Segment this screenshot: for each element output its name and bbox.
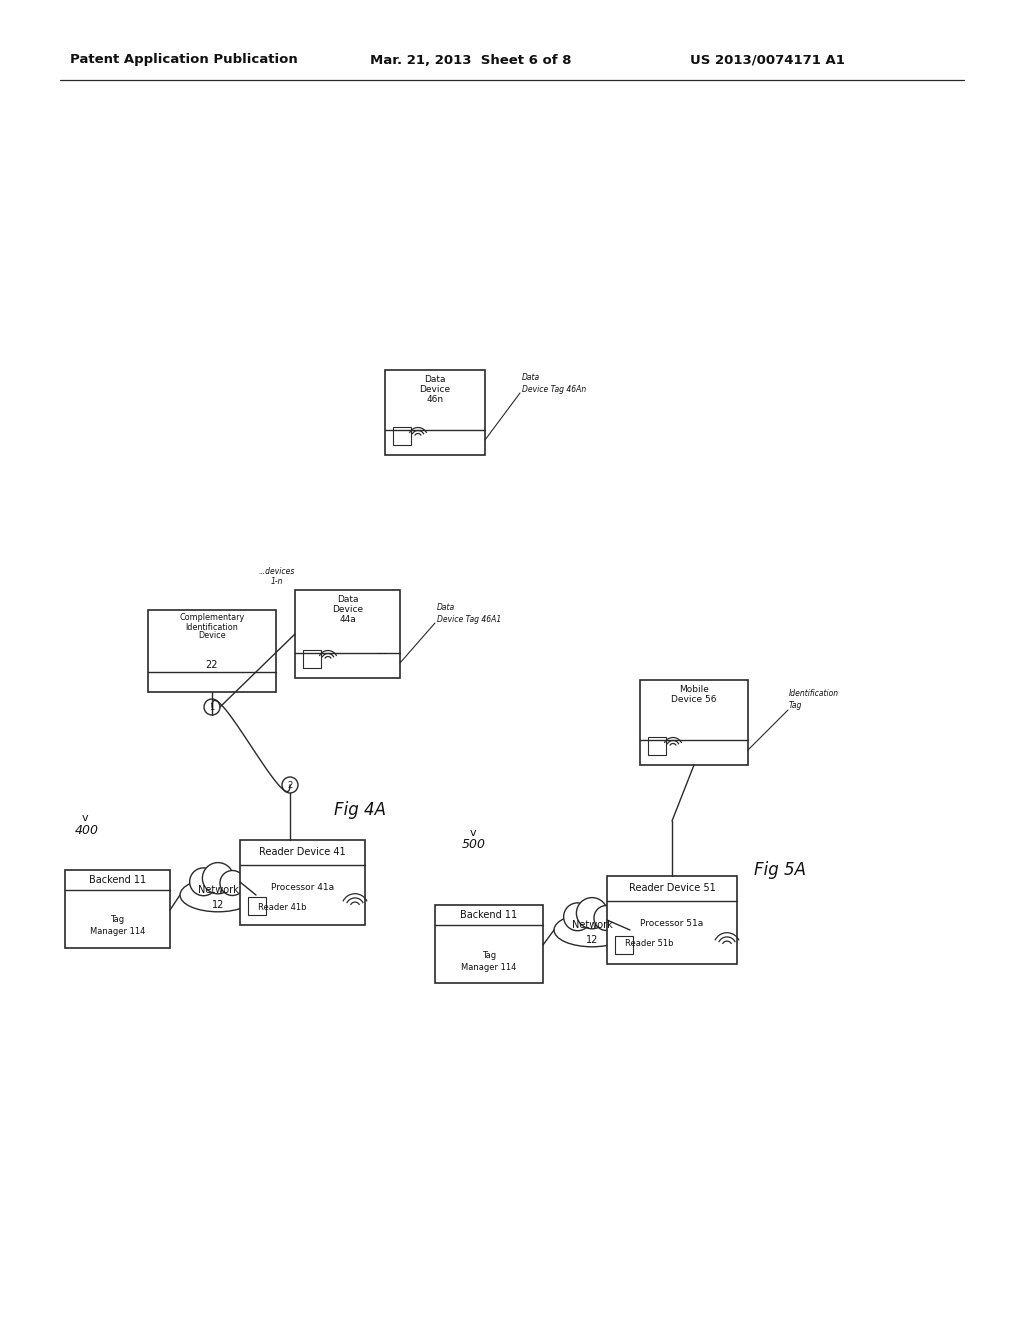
Text: Complementary: Complementary xyxy=(179,614,245,623)
Circle shape xyxy=(189,867,217,896)
Text: 22: 22 xyxy=(206,660,218,671)
Bar xyxy=(607,876,737,964)
Circle shape xyxy=(577,898,607,929)
Text: Device Tag 46A1: Device Tag 46A1 xyxy=(437,615,502,623)
Bar xyxy=(65,870,170,948)
Text: Processor 51a: Processor 51a xyxy=(640,920,703,928)
Text: 44a: 44a xyxy=(339,615,356,624)
Text: Device 56: Device 56 xyxy=(672,696,717,705)
Circle shape xyxy=(594,906,618,931)
Text: ...: ... xyxy=(376,644,388,656)
Text: Device Tag 46An: Device Tag 46An xyxy=(522,384,587,393)
Text: Processor 41a: Processor 41a xyxy=(271,883,334,892)
Text: Device: Device xyxy=(420,385,451,395)
Circle shape xyxy=(220,870,245,895)
Ellipse shape xyxy=(180,878,256,912)
Text: 12: 12 xyxy=(212,900,224,909)
Text: Data: Data xyxy=(337,595,358,605)
Text: v: v xyxy=(82,813,89,822)
Bar xyxy=(240,840,365,925)
Text: 12: 12 xyxy=(586,935,598,945)
Text: Fig 4A: Fig 4A xyxy=(334,801,386,818)
Text: Manager 114: Manager 114 xyxy=(90,928,145,936)
Text: Reader 41b: Reader 41b xyxy=(258,903,306,912)
Text: Tag: Tag xyxy=(790,701,803,710)
Text: Tag: Tag xyxy=(111,916,125,924)
Text: 1: 1 xyxy=(209,702,215,711)
Text: Device: Device xyxy=(199,631,226,640)
Text: Identification: Identification xyxy=(790,689,839,698)
Text: 46n: 46n xyxy=(426,396,443,404)
Bar xyxy=(393,426,411,445)
Text: Mar. 21, 2013  Sheet 6 of 8: Mar. 21, 2013 Sheet 6 of 8 xyxy=(370,54,571,66)
Text: 400: 400 xyxy=(75,824,99,837)
Circle shape xyxy=(203,862,233,894)
Text: Mobile: Mobile xyxy=(679,685,709,694)
Text: Reader Device 41: Reader Device 41 xyxy=(259,847,346,857)
Circle shape xyxy=(563,903,592,931)
Text: Data: Data xyxy=(522,372,540,381)
Bar xyxy=(303,649,321,668)
Bar xyxy=(435,906,543,983)
Text: Backend 11: Backend 11 xyxy=(89,875,146,884)
Text: Reader Device 51: Reader Device 51 xyxy=(629,883,716,894)
Text: Tag: Tag xyxy=(482,950,496,960)
Bar xyxy=(248,898,266,915)
Bar xyxy=(648,737,666,755)
Bar xyxy=(385,370,485,455)
Bar xyxy=(640,680,748,766)
Text: v: v xyxy=(470,828,476,838)
Text: Backend 11: Backend 11 xyxy=(461,909,517,920)
Text: Data: Data xyxy=(437,602,455,611)
Text: 500: 500 xyxy=(462,838,486,851)
Text: 2: 2 xyxy=(288,780,293,789)
Text: US 2013/0074171 A1: US 2013/0074171 A1 xyxy=(690,54,845,66)
Bar xyxy=(615,936,633,954)
Text: Fig 5A: Fig 5A xyxy=(754,861,806,879)
Bar xyxy=(295,590,400,678)
Text: Device: Device xyxy=(332,606,364,615)
Text: Network: Network xyxy=(198,884,239,895)
Text: ...devices: ...devices xyxy=(259,568,295,577)
Text: Identification: Identification xyxy=(185,623,239,631)
Bar xyxy=(148,610,276,692)
Text: Network: Network xyxy=(571,920,612,931)
Text: Patent Application Publication: Patent Application Publication xyxy=(70,54,298,66)
Text: Data: Data xyxy=(424,375,445,384)
Text: Reader 51b: Reader 51b xyxy=(625,940,674,949)
Text: 1-n: 1-n xyxy=(270,578,284,586)
Text: Manager 114: Manager 114 xyxy=(462,962,517,972)
Ellipse shape xyxy=(554,913,630,946)
